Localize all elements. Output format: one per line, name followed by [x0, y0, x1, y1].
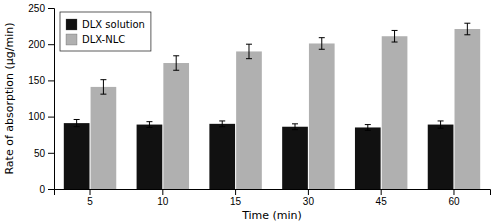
x-tick: 5 — [87, 189, 93, 207]
error-bar — [392, 30, 398, 42]
y-axis: 0 50 100 150 200 250 — [28, 3, 54, 195]
x-tick-label: 10 — [157, 196, 169, 207]
y-tick: 0 — [39, 184, 54, 195]
legend: DLX solution DLX-NLC — [60, 12, 151, 51]
x-axis-title: Time (min) — [241, 209, 302, 222]
x-tick: 60 — [448, 189, 460, 207]
y-tick: 100 — [28, 111, 54, 122]
x-tick-mark — [308, 189, 309, 195]
y-tick-label: 200 — [28, 39, 45, 50]
x-tick: 30 — [303, 189, 315, 207]
x-tick: 15 — [230, 189, 242, 207]
error-bar — [219, 121, 225, 127]
y-tick-mark — [48, 8, 54, 9]
y-tick-label: 150 — [28, 75, 45, 86]
bar — [355, 127, 381, 189]
error-bar — [246, 44, 252, 58]
x-tick-label: 45 — [376, 196, 388, 207]
y-tick: 250 — [28, 3, 54, 14]
error-bar — [365, 125, 371, 131]
x-tick: 10 — [157, 189, 169, 207]
bar — [428, 125, 454, 189]
error-bar — [74, 119, 80, 126]
legend-swatch — [66, 19, 77, 30]
y-tick: 150 — [28, 75, 54, 86]
error-bar — [319, 38, 325, 50]
error-bar — [173, 56, 179, 70]
x-tick-label: 5 — [87, 196, 93, 207]
bar — [309, 43, 335, 189]
bar — [91, 87, 117, 189]
bar — [382, 36, 408, 189]
bar — [282, 127, 308, 189]
x-tick-mark — [90, 189, 91, 195]
x-tick-label: 30 — [303, 196, 315, 207]
y-tick-mark — [48, 80, 54, 81]
error-bar — [438, 121, 444, 128]
x-axis: 5 10 15 30 45 60 — [55, 189, 491, 207]
x-tick-label: 60 — [448, 196, 460, 207]
error-bar — [100, 80, 106, 94]
error-bar — [464, 23, 470, 35]
x-tick: 45 — [376, 189, 388, 207]
legend-item: DLX solution — [66, 19, 145, 30]
error-bar — [292, 124, 298, 130]
bar — [163, 63, 189, 189]
x-tick-mark — [381, 189, 382, 195]
y-axis-title: Rate of absorption (μg/min) — [3, 22, 16, 174]
bar — [137, 125, 163, 189]
y-tick-label: 50 — [34, 148, 46, 159]
error-bar — [146, 122, 152, 128]
legend-item: DLX-NLC — [66, 34, 125, 45]
y-tick: 200 — [28, 39, 54, 50]
legend-label: DLX-NLC — [82, 34, 125, 45]
bar — [236, 51, 262, 189]
y-tick-mark — [48, 117, 54, 118]
x-tick-mark — [453, 189, 454, 195]
bar — [455, 29, 481, 189]
bar — [209, 124, 235, 189]
y-tick-label: 100 — [28, 111, 45, 122]
legend-swatch — [66, 34, 77, 45]
y-tick-mark — [48, 44, 54, 45]
bar — [64, 123, 90, 189]
y-axis-line — [48, 9, 55, 190]
x-axis-line — [55, 190, 491, 196]
legend-label: DLX solution — [82, 19, 145, 30]
x-tick-mark — [235, 189, 236, 195]
y-tick: 50 — [34, 148, 54, 159]
x-tick-mark — [162, 189, 163, 195]
y-tick-label: 250 — [28, 3, 45, 14]
y-tick-mark — [48, 189, 54, 190]
y-tick-label: 0 — [39, 184, 45, 195]
x-tick-label: 15 — [230, 196, 242, 207]
legend-frame — [60, 12, 151, 51]
chart: 05010015020025051015304560DLX solutionDL… — [0, 0, 500, 223]
y-tick-mark — [48, 153, 54, 154]
plot: 05010015020025051015304560DLX solutionDL… — [28, 3, 490, 207]
